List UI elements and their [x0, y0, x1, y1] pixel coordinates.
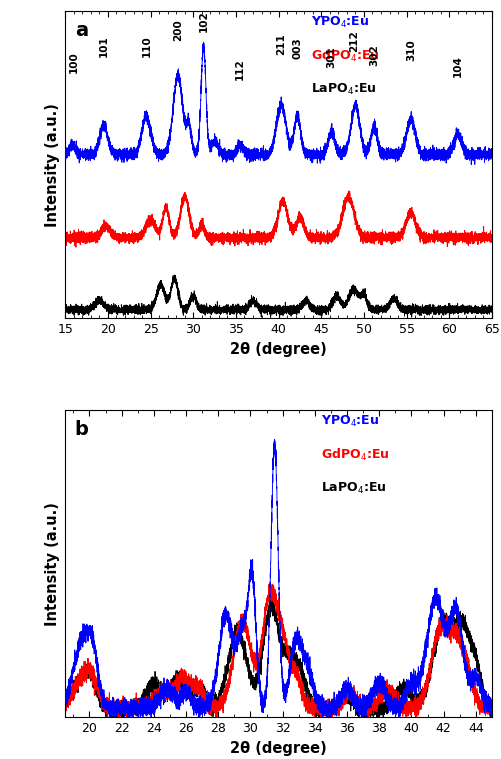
Text: 200: 200: [172, 19, 182, 41]
Text: 102: 102: [198, 10, 208, 32]
Text: GdPO$_4$:Eu: GdPO$_4$:Eu: [321, 447, 389, 463]
Y-axis label: Intensity (a.u.): Intensity (a.u.): [45, 103, 60, 227]
Text: YPO$_4$:Eu: YPO$_4$:Eu: [310, 14, 368, 30]
Text: 104: 104: [452, 55, 462, 77]
Text: 100: 100: [69, 51, 79, 73]
Text: 112: 112: [235, 58, 244, 80]
Text: 211: 211: [276, 33, 286, 55]
Text: LaPO$_4$:Eu: LaPO$_4$:Eu: [321, 481, 386, 496]
Text: 310: 310: [405, 39, 415, 61]
Text: 302: 302: [368, 44, 378, 66]
Text: 003: 003: [292, 37, 302, 59]
Y-axis label: Intensity (a.u.): Intensity (a.u.): [45, 502, 60, 625]
Text: a: a: [75, 20, 88, 39]
Text: GdPO$_4$:Eu: GdPO$_4$:Eu: [310, 49, 378, 65]
Text: YPO$_4$:Eu: YPO$_4$:Eu: [321, 414, 379, 429]
Text: 212: 212: [348, 30, 358, 52]
Text: 110: 110: [141, 35, 151, 57]
Text: 101: 101: [99, 35, 108, 57]
X-axis label: 2θ (degree): 2θ (degree): [230, 741, 326, 756]
Text: LaPO$_4$:Eu: LaPO$_4$:Eu: [310, 82, 376, 97]
X-axis label: 2θ (degree): 2θ (degree): [230, 342, 326, 357]
Text: b: b: [75, 420, 88, 439]
Text: 301: 301: [326, 46, 336, 68]
